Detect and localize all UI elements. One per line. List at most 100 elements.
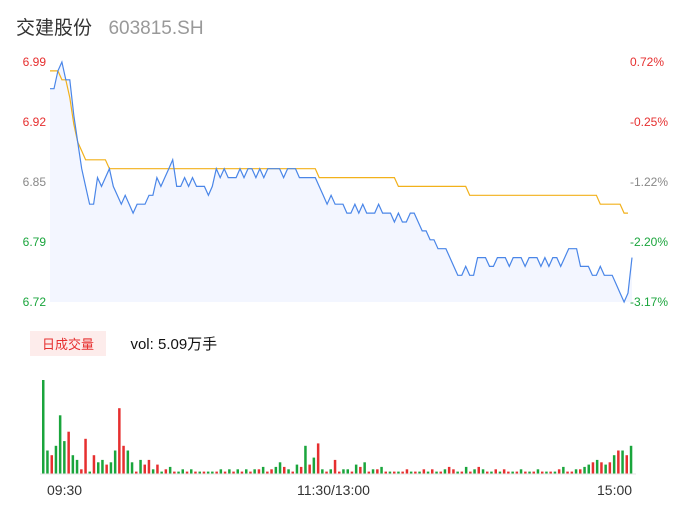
volume-bar: [130, 462, 134, 475]
volume-bar: [333, 459, 337, 474]
volume-bar: [557, 469, 561, 474]
price-line: [50, 60, 633, 304]
avg-price-line: [50, 70, 628, 214]
volume-bar: [118, 408, 121, 474]
volume-bar: [494, 469, 497, 474]
volume-bar: [541, 471, 544, 474]
time-label-open: 09:30: [47, 482, 83, 498]
price-tick-label: 6.72: [23, 295, 47, 309]
volume-bar: [249, 471, 252, 474]
volume-bar: [80, 469, 83, 474]
volume-bar: [363, 462, 366, 475]
volume-bar: [359, 466, 362, 474]
volume-bar: [287, 469, 290, 474]
volume-bar: [135, 471, 138, 474]
volume-bar: [245, 469, 248, 474]
volume-bar: [75, 459, 79, 474]
volume-bar: [160, 471, 163, 474]
volume-bar: [228, 469, 231, 474]
volume-bar: [240, 471, 244, 474]
pct-tick-label: -0.25%: [630, 115, 668, 129]
volume-bar: [452, 469, 455, 474]
volume-bar: [63, 441, 66, 474]
volume-bar: [397, 471, 400, 474]
volume-bar: [460, 471, 464, 474]
volume-bar: [528, 471, 531, 474]
time-label-mid: 11:30/13:00: [297, 482, 370, 498]
volume-bar: [346, 469, 349, 474]
volume-bar: [570, 471, 574, 474]
pct-tick-label: -1.22%: [630, 175, 668, 189]
volume-bar: [376, 469, 379, 474]
volume-bar: [426, 471, 430, 474]
volume-bar: [50, 455, 53, 474]
volume-bar: [456, 471, 459, 474]
volume-bar: [371, 469, 375, 474]
stock-code: 603815.SH: [108, 18, 204, 39]
volume-bar: [418, 471, 421, 474]
volume-bar: [304, 445, 307, 474]
volume-bar: [126, 450, 130, 474]
volume-bar: [422, 469, 426, 474]
volume-bar: [278, 462, 282, 475]
volume-bar: [511, 471, 514, 474]
volume-bar: [608, 462, 612, 475]
volume-bar: [88, 471, 91, 474]
price-area: [50, 62, 632, 302]
volume-bar: [490, 471, 493, 474]
volume-bar: [71, 455, 75, 474]
volume-bar: [414, 471, 417, 474]
volume-bar: [113, 450, 117, 474]
volume-bar: [447, 466, 451, 474]
volume-bar: [629, 445, 633, 474]
volume-bar: [295, 464, 299, 474]
volume-bar: [206, 471, 210, 474]
volume-bar: [202, 471, 206, 474]
volume-bar: [266, 471, 269, 474]
volume-bar: [274, 466, 278, 474]
volume-bar: [156, 464, 159, 474]
volume-bar: [84, 438, 87, 475]
volume-bar: [223, 471, 227, 474]
volume-bar: [253, 469, 256, 474]
volume-bar: [299, 466, 303, 474]
volume-bar: [338, 471, 341, 474]
volume-bar: [443, 469, 447, 474]
volume-bar: [139, 459, 142, 474]
volume-bar: [122, 445, 125, 474]
volume-bar: [545, 471, 548, 474]
volume-bar: [612, 455, 616, 474]
volume-bar: [312, 457, 316, 474]
volume-bar: [393, 471, 396, 474]
pct-tick-label: -2.20%: [630, 235, 668, 249]
volume-bar: [291, 471, 294, 474]
volume-bar: [562, 466, 565, 474]
volume-bar: [532, 471, 535, 474]
volume-bar: [409, 471, 413, 474]
volume-bar: [270, 469, 273, 474]
volume-bar: [595, 459, 599, 474]
volume-bar: [549, 471, 552, 474]
volume-bar: [147, 459, 151, 474]
volume-bar: [621, 450, 624, 474]
time-label-close: 15:00: [597, 482, 633, 498]
volume-bar: [236, 469, 239, 474]
price-tick-label: 6.92: [23, 115, 47, 129]
volume-bar: [574, 469, 578, 474]
volume-bar: [367, 471, 371, 474]
volume-bar: [350, 471, 354, 474]
volume-bar: [54, 445, 58, 474]
volume-bar: [401, 471, 404, 474]
volume-bar: [600, 462, 603, 475]
price-tick-label: 6.99: [23, 55, 47, 69]
volume-bar: [67, 431, 70, 474]
volume-bar: [46, 450, 49, 474]
volume-bar: [219, 469, 223, 474]
volume-bar: [604, 464, 607, 474]
volume-bar: [469, 471, 472, 474]
volume-bar: [431, 469, 434, 474]
volume-bar: [101, 459, 104, 474]
volume-bar: [625, 455, 628, 474]
volume-bar: [591, 462, 595, 475]
